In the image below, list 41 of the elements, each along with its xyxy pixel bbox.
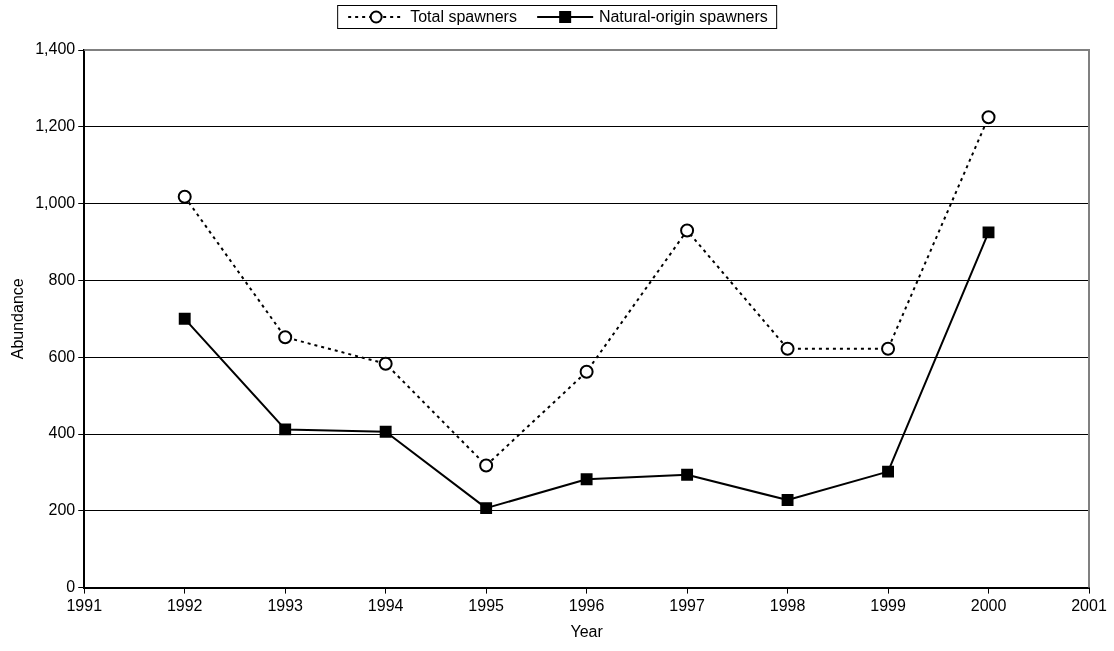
x-tick-label: 2001 [1071, 596, 1107, 614]
point [278, 330, 293, 345]
x-tick-label: 1992 [166, 596, 203, 614]
x-tick-label: 1999 [870, 596, 906, 614]
point [882, 465, 894, 478]
x-tick-label: 1991 [66, 596, 103, 614]
point [379, 425, 392, 438]
point [480, 502, 493, 515]
y-tick-label: 200 [48, 501, 76, 519]
point [580, 473, 593, 486]
point [680, 223, 695, 238]
point [981, 110, 996, 125]
y-axis-title: Abundance [9, 278, 27, 360]
y-tick-label: 1,200 [35, 117, 76, 135]
point [479, 458, 494, 473]
y-tick-label: 400 [48, 424, 76, 442]
x-tick-label: 1997 [669, 596, 705, 614]
point [982, 226, 995, 239]
x-tick-label: 1996 [568, 596, 605, 614]
point [178, 312, 191, 325]
point [279, 423, 292, 436]
point [781, 494, 794, 506]
x-tick-label: 1993 [267, 596, 304, 614]
point [177, 189, 192, 204]
point [780, 341, 795, 356]
x-axis-title: Year [570, 622, 604, 640]
point [579, 364, 594, 379]
y-tick-label: 600 [48, 347, 76, 365]
point [681, 468, 694, 481]
y-tick-label: 0 [66, 578, 76, 596]
y-tick-label: 1,400 [35, 40, 76, 58]
point [378, 356, 393, 371]
y-tick-label: 800 [48, 270, 76, 288]
x-tick-label: 2000 [970, 596, 1007, 614]
legend-label: Total spawners [410, 8, 517, 26]
x-tick-label: 1995 [468, 596, 505, 614]
y-tick-label: 1,000 [35, 194, 76, 212]
x-tick-label: 1998 [769, 596, 806, 614]
x-tick-label: 1994 [367, 596, 404, 614]
point [881, 341, 896, 356]
legend-label: Natural-origin spawners [598, 8, 768, 26]
